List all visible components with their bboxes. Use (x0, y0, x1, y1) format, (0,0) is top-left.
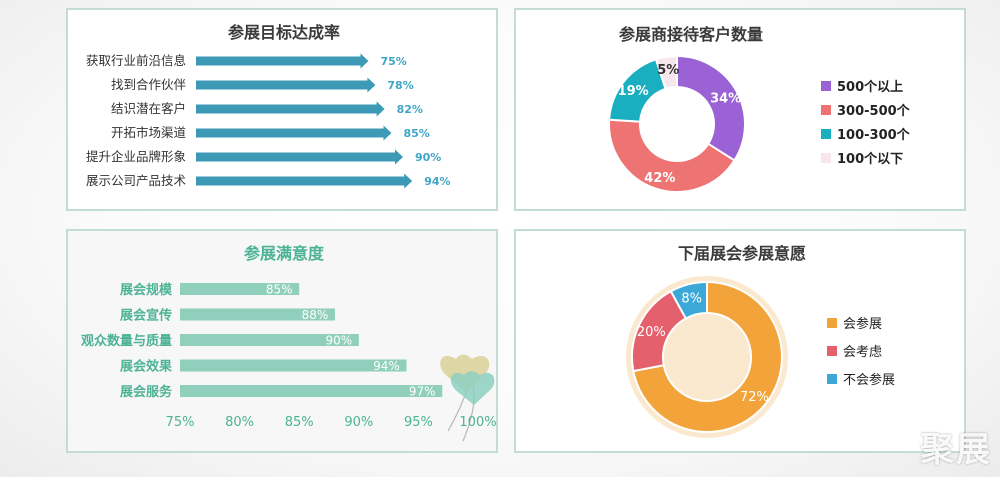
goal-achievement-panel: 参展目标达成率 获取行业前沿信息 75% 找到合作伙伴 78% 结识潜在客户 82% 开拓市… (66, 8, 498, 211)
bar-category-label: 找到合作伙伴 (111, 77, 187, 92)
goal-achievement-chart: 参展目标达成率 获取行业前沿信息 75% 找到合作伙伴 78% 结识潜在客户 82% 开拓市… (86, 23, 451, 189)
legend-label: 500个以上 (837, 79, 903, 95)
bar-value-label: 78% (387, 79, 413, 92)
bar-value-label: 90% (415, 151, 441, 164)
pie-slice (669, 280, 708, 320)
participation-intent-panel: 下届展会参展意愿 72% 20% 8% 会参展会考虑不会参展 (514, 229, 966, 453)
watermark-logo: 聚展 (920, 430, 992, 470)
x-tick-label: 75% (166, 415, 195, 430)
pie-slice (676, 54, 746, 162)
bar (196, 173, 413, 189)
bar-value-label: 75% (381, 55, 407, 68)
bar-value-label: 94% (424, 175, 450, 188)
slice-value-label: 5% (657, 63, 679, 78)
bar-value-label: 90% (325, 334, 352, 348)
bar-value-label: 94% (373, 359, 400, 373)
bar-value-label: 88% (302, 308, 329, 322)
bar-value-label: 85% (404, 127, 430, 140)
x-tick-label: 90% (344, 415, 373, 430)
bar (196, 53, 369, 69)
slice-value-label: 20% (637, 325, 666, 340)
slice-value-label: 42% (644, 171, 675, 186)
bar-category-label: 结识潜在客户 (111, 101, 186, 116)
chart-title: 参展满意度 (244, 244, 325, 263)
x-tick-label: 80% (225, 415, 254, 430)
pie-slice (654, 54, 678, 91)
bar (180, 308, 335, 321)
chart-title: 参展目标达成率 (228, 23, 340, 42)
legend-label: 不会参展 (843, 372, 895, 388)
bar-value-label: 97% (409, 385, 436, 399)
bar-category-label: 开拓市场渠道 (111, 125, 187, 140)
chart-title: 下届展会参展意愿 (678, 244, 806, 263)
customer-count-panel: 参展商接待客户数量 34% 42% 19% 5% 500个以上 300-500个 100-3… (514, 8, 966, 211)
bar (196, 77, 376, 93)
legend-swatch (827, 346, 837, 356)
legend-label: 会参展 (843, 316, 882, 332)
legend-swatch (821, 153, 831, 163)
bar-category-label: 展会效果 (120, 359, 172, 375)
bar (180, 334, 359, 346)
bar (196, 149, 403, 165)
bar (196, 101, 385, 117)
legend-label: 100个以下 (837, 151, 903, 167)
satisfaction-chart: 参展满意度 展会规模 85% 展会宣传 88% 观众数量与质量 90% 展会效果 94% 展会服… (81, 244, 497, 442)
bar (196, 125, 392, 141)
slice-value-label: 72% (740, 390, 769, 405)
bar-value-label: 85% (266, 283, 293, 297)
slice-value-label: 19% (618, 84, 649, 99)
bar (180, 283, 300, 295)
bar-category-label: 提升企业品牌形象 (86, 149, 186, 164)
chart-title: 参展商接待客户数量 (619, 25, 763, 44)
bar-category-label: 展会规模 (120, 282, 173, 298)
legend-label: 会考虑 (843, 345, 882, 360)
legend-label: 100-300个 (837, 127, 911, 143)
legend-swatch (827, 318, 837, 328)
x-tick-label: 85% (285, 415, 314, 430)
bar-category-label: 展示公司产品技术 (86, 173, 187, 188)
bar-category-label: 展会宣传 (120, 308, 172, 324)
pie-slice (632, 280, 783, 433)
legend-swatch (827, 374, 837, 384)
satisfaction-panel: 参展满意度 展会规模 85% 展会宣传 88% 观众数量与质量 90% 展会效果 94% 展会服… (66, 229, 498, 453)
pie-slice (608, 118, 736, 193)
x-tick-label: 100% (459, 415, 496, 430)
bar-category-label: 观众数量与质量 (81, 333, 172, 349)
customer-count-chart: 参展商接待客户数量 34% 42% 19% 5% 500个以上 300-500个 100-3… (608, 25, 911, 193)
bar (180, 359, 407, 372)
bar-category-label: 展会服务 (120, 384, 173, 400)
slice-value-label: 8% (681, 291, 702, 306)
legend-swatch (821, 81, 831, 91)
bar (180, 385, 443, 397)
legend-swatch (821, 129, 831, 139)
slice-value-label: 34% (710, 91, 741, 106)
x-tick-label: 95% (404, 415, 433, 430)
balloon-decoration (440, 354, 495, 442)
bar-value-label: 82% (397, 103, 423, 116)
bar-category-label: 获取行业前沿信息 (86, 53, 186, 68)
legend-label: 300-500个 (837, 103, 911, 119)
legend-swatch (821, 105, 831, 115)
